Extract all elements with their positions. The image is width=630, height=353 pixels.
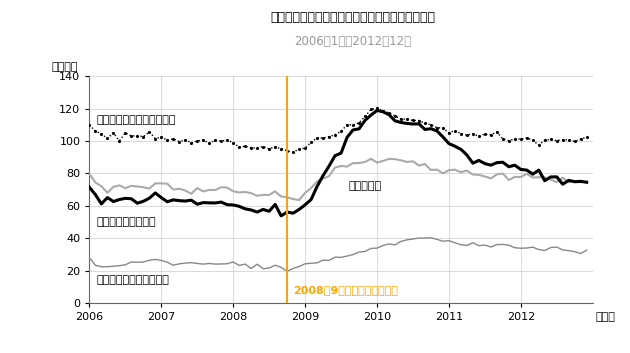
Text: 《参考》求職理由別完全失業者数（季節調整値）: 《参考》求職理由別完全失業者数（季節調整値） [270, 11, 435, 24]
Text: （年）: （年） [595, 312, 615, 322]
Text: 定年又は雇用契約の満了: 定年又は雇用契約の満了 [96, 275, 169, 285]
Text: 2008年9月リーマンショック: 2008年9月リーマンショック [293, 285, 398, 295]
Text: 2006年1月～2012年12月: 2006年1月～2012年12月 [294, 35, 411, 48]
Text: （万人）: （万人） [52, 62, 78, 72]
Text: 自発的な離職（自己都合）: 自発的な離職（自己都合） [96, 115, 176, 125]
Text: 新たに求職: 新たに求職 [348, 181, 381, 191]
Text: 勤め先や事業の都合: 勤め先や事業の都合 [96, 217, 156, 227]
